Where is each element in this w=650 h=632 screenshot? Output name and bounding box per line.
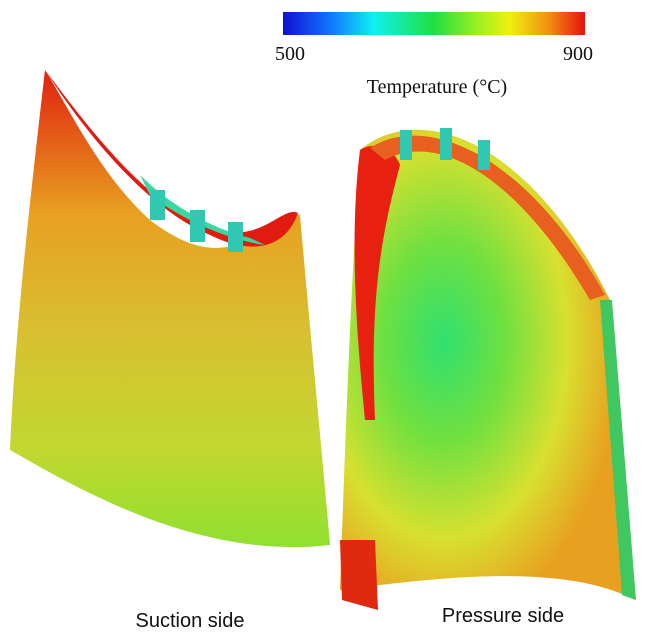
colorbar-min: 500 (275, 43, 305, 65)
colorbar (283, 12, 585, 35)
panel-caption: Pressure side (442, 605, 564, 627)
colorbar-label: Temperature (°C) (367, 76, 507, 98)
panel-caption: Suction side (136, 610, 245, 632)
suction-blade (10, 70, 330, 547)
colorbar-max: 900 (563, 43, 593, 65)
pressure-blade (340, 128, 636, 610)
figure: 500 900 Temperature (°C) Suction side Pr… (0, 0, 650, 632)
